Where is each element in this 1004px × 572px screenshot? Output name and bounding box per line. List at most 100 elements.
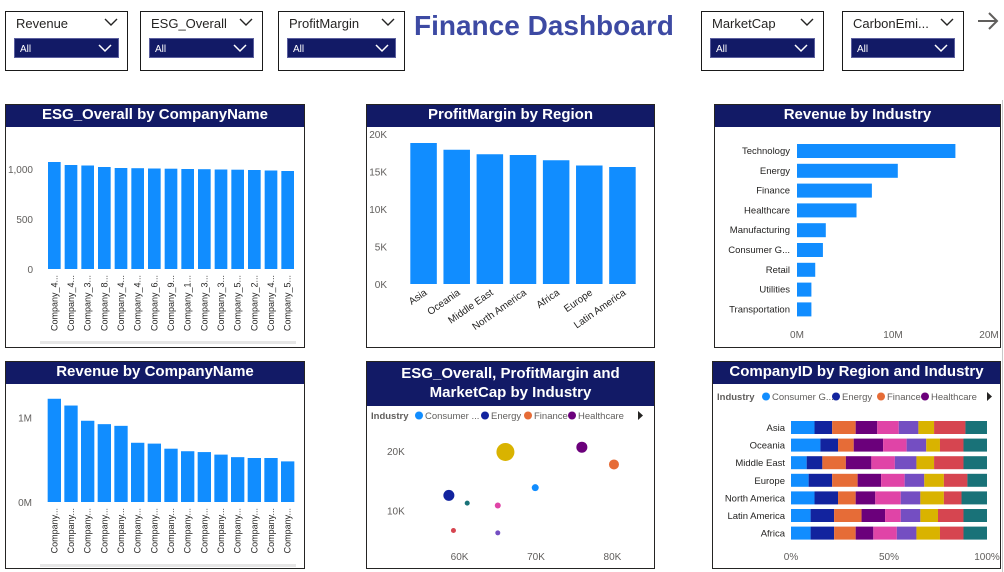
chevron-down-icon[interactable] bbox=[238, 15, 254, 29]
slicer-profit-margin[interactable]: ProfitMargin All bbox=[278, 11, 405, 71]
bar bbox=[281, 461, 295, 502]
legend-scroll-icon bbox=[638, 411, 643, 420]
data-point bbox=[450, 528, 456, 534]
x-tick-label: Company... bbox=[199, 508, 209, 553]
panel-esg-by-company[interactable]: ESG_Overall by CompanyName 0 500 1,000 Comp… bbox=[5, 104, 305, 348]
slicer-dropdown[interactable]: All bbox=[149, 38, 254, 58]
bar-segment bbox=[898, 421, 919, 434]
revenue-by-industry-chart[interactable]: Technology Energy Finance Healthcare Manufac… bbox=[715, 127, 1001, 347]
panel-title: ESG_Overall by CompanyName bbox=[6, 105, 304, 127]
slicer-revenue[interactable]: Revenue All bbox=[5, 11, 128, 71]
bar bbox=[64, 405, 78, 502]
slicer-title: ProfitMargin bbox=[289, 16, 360, 31]
data-point bbox=[464, 500, 470, 506]
slicer-dropdown[interactable]: All bbox=[710, 38, 815, 58]
bar-segment bbox=[963, 509, 987, 522]
bar bbox=[797, 282, 812, 297]
bar bbox=[148, 168, 161, 269]
bar bbox=[181, 169, 194, 269]
legend-marker bbox=[762, 392, 770, 401]
slicer-carbon-emissions[interactable]: CarbonEmi... All bbox=[842, 11, 964, 71]
slicer-market-cap[interactable]: MarketCap All bbox=[701, 11, 824, 71]
bar-segment bbox=[963, 456, 987, 470]
chevron-down-icon[interactable] bbox=[799, 15, 815, 29]
y-tick-label: 0K bbox=[375, 280, 388, 291]
panel-revenue-by-industry[interactable]: Revenue by Industry Technology Energy Fina… bbox=[714, 104, 1001, 348]
slicer-dropdown[interactable]: All bbox=[851, 38, 955, 58]
x-tick-label: 80K bbox=[604, 552, 622, 563]
panel-revenue-by-company[interactable]: Revenue by CompanyName 0M 1M Company... Com… bbox=[5, 361, 305, 569]
panel-profit-by-region[interactable]: ProfitMargin by Region 0K 5K 10K 15K 20K Asia… bbox=[366, 104, 655, 348]
x-tick-label: Asia bbox=[407, 287, 430, 307]
bar bbox=[797, 262, 816, 277]
x-tick-label: Company_5... bbox=[233, 275, 243, 331]
arrow-right-icon[interactable] bbox=[975, 8, 1001, 34]
bar bbox=[114, 168, 128, 269]
bar-segment bbox=[791, 509, 811, 522]
bar-segment bbox=[838, 438, 854, 452]
bar bbox=[797, 302, 812, 317]
x-tick-label: Company_6... bbox=[149, 275, 159, 331]
y-tick-label: Europe bbox=[754, 476, 785, 487]
panel-title: Revenue by Industry bbox=[715, 105, 1000, 127]
bar-segment bbox=[943, 491, 962, 505]
bar-segment bbox=[810, 526, 835, 540]
y-tick-label: Oceania bbox=[750, 441, 786, 452]
x-tick-label: 60K bbox=[451, 552, 469, 563]
bar bbox=[264, 170, 278, 269]
x-tick-label: Company... bbox=[116, 508, 126, 553]
companyid-by-region-industry-chart[interactable]: Industry Consumer G... Energy Finance Health… bbox=[713, 384, 1001, 569]
slicer-esg-overall[interactable]: ESG_Overall All bbox=[140, 11, 263, 71]
bar-segment bbox=[855, 421, 878, 434]
x-tick-label: Company_3... bbox=[216, 275, 226, 331]
bar bbox=[214, 169, 228, 269]
panel-companyid-by-region-industry[interactable]: CompanyID by Region and Industry Industr… bbox=[712, 361, 1001, 569]
bar-segment bbox=[938, 509, 964, 522]
slicer-dropdown[interactable]: All bbox=[14, 38, 119, 58]
y-tick-label: Energy bbox=[760, 166, 790, 177]
esg-profit-marketcap-chart[interactable]: Industry Consumer ... Energy Finance Healthc… bbox=[367, 406, 655, 569]
bar-segment bbox=[904, 473, 925, 487]
bar-segment bbox=[939, 438, 964, 452]
bar bbox=[198, 169, 211, 269]
legend-label: Healthcare bbox=[931, 392, 977, 403]
legend-label: Healthcare bbox=[578, 411, 624, 422]
chevron-down-icon bbox=[794, 44, 808, 53]
legend-title: Industry bbox=[717, 392, 755, 403]
bar bbox=[231, 169, 244, 269]
panel-esg-profit-marketcap[interactable]: ESG_Overall, ProfitMargin and MarketCap … bbox=[366, 361, 655, 569]
data-point bbox=[495, 530, 501, 536]
chevron-down-icon[interactable] bbox=[380, 15, 396, 29]
x-tick-label: 50% bbox=[879, 552, 899, 563]
chevron-down-icon[interactable] bbox=[103, 15, 119, 29]
bar-segment bbox=[820, 438, 839, 452]
y-tick-label: 0 bbox=[27, 265, 33, 276]
legend-label: Consumer G... bbox=[772, 392, 834, 403]
bar bbox=[81, 165, 94, 269]
x-tick-label: Company... bbox=[183, 508, 193, 553]
bar-segment bbox=[877, 421, 899, 434]
bar-segment bbox=[918, 421, 935, 434]
x-tick-label: Company... bbox=[233, 508, 243, 553]
y-tick-label: Africa bbox=[761, 529, 786, 540]
x-tick-label: Company... bbox=[49, 508, 59, 553]
legend-label: Finance bbox=[534, 411, 568, 422]
legend-marker bbox=[415, 411, 423, 420]
bar bbox=[147, 443, 161, 502]
y-tick-label: North America bbox=[725, 493, 786, 504]
slicer-dropdown[interactable]: All bbox=[287, 38, 396, 58]
esg-by-company-chart[interactable]: 0 500 1,000 Company_4... Company_4... Company… bbox=[6, 127, 305, 347]
revenue-by-company-chart[interactable]: 0M 1M Company... Company... Company... Compan… bbox=[6, 384, 305, 569]
bar-segment bbox=[806, 456, 823, 470]
chevron-down-icon[interactable] bbox=[939, 15, 955, 29]
legend-marker bbox=[877, 392, 885, 401]
bar-segment bbox=[885, 509, 901, 522]
legend-marker bbox=[568, 411, 576, 420]
slicer-title: Revenue bbox=[16, 16, 69, 31]
bar bbox=[48, 162, 61, 269]
y-tick-label: 1,000 bbox=[8, 165, 33, 176]
data-point bbox=[443, 489, 455, 501]
bar bbox=[509, 155, 537, 284]
bar bbox=[797, 203, 857, 218]
